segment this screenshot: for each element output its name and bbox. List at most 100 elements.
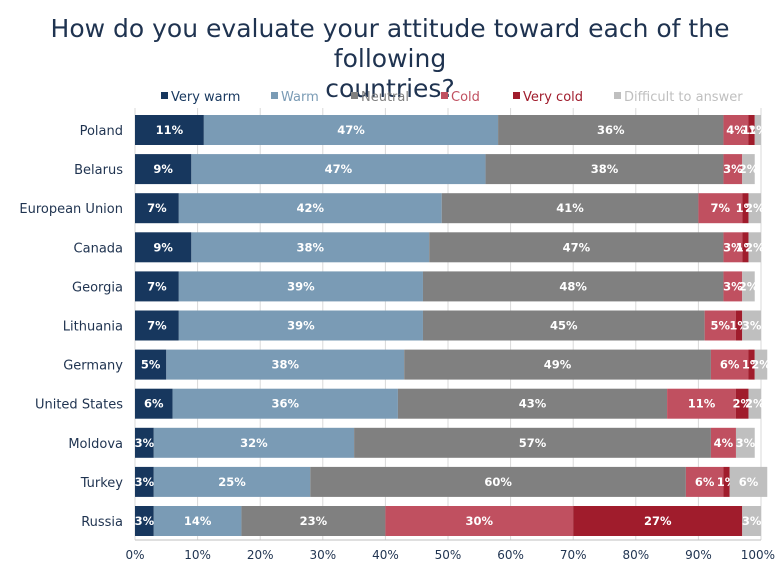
bar-segment [498,115,724,145]
category-label: Belarus [74,163,123,178]
x-tick-label: 100% [741,548,775,562]
x-tick-label: 90% [685,548,712,562]
data-label: 60% [484,475,512,489]
bar-segment [135,115,204,145]
data-label: 3% [135,514,155,528]
bar-segment [742,310,761,341]
data-label: 3% [742,319,762,333]
bar-segment [723,154,743,185]
data-label: 9% [153,162,173,176]
bar-segment [135,388,173,419]
legend-label: Very cold [523,90,583,105]
legend-swatch [161,92,168,99]
bar-segment [748,349,755,380]
bar-segment [135,193,179,224]
bar-segment [429,232,724,263]
data-label: 23% [300,514,328,528]
x-tick-label: 50% [435,548,462,562]
bar-segment [723,115,749,145]
bar-segment [404,349,711,380]
bar-segment [385,506,574,536]
bar-segment [742,154,755,185]
bar-segment [735,388,749,419]
bar-segment [310,466,686,497]
category-label: Moldova [68,437,123,452]
data-label: 30% [466,514,494,528]
chart-title-line-1: How do you evaluate your attitude toward… [50,14,730,73]
data-label: 47% [563,240,591,254]
bar-segment [748,193,761,224]
bar-segment [748,388,761,419]
data-label: 38% [271,358,299,372]
category-label: United States [35,398,123,413]
bar-segment [729,466,768,497]
category-label: Georgia [72,280,123,295]
bar-segment [135,466,154,497]
data-label: 7% [147,319,167,333]
data-label: 38% [591,162,619,176]
bar-segment [742,232,749,263]
x-tick-label: 80% [622,548,649,562]
bar-segment [135,232,192,263]
chart-title-line-2: countries? [325,74,455,103]
bar-segment [191,154,486,185]
data-label: 36% [271,397,299,411]
data-label: 27% [644,514,672,528]
category-label: Lithuania [63,320,123,335]
x-tick-label: 60% [497,548,524,562]
data-label: 4% [726,123,746,137]
x-tick-label: 10% [184,548,211,562]
bar-segment [178,310,423,341]
x-tick-label: 70% [560,548,587,562]
bar-segment [166,349,405,380]
data-label: 3% [135,475,155,489]
legend-label: Very warm [171,90,240,105]
category-label: Poland [80,124,123,139]
chart-title: How do you evaluate your attitude toward… [0,14,780,104]
bar-segment [685,466,724,497]
data-label: 6% [144,397,164,411]
bar-segment [710,427,736,458]
bar-segment [135,271,179,302]
bar-segment [485,154,724,185]
data-label: 2% [732,397,752,411]
bar-segment [723,232,743,263]
data-label: 14% [184,514,212,528]
bar-segment [698,193,743,224]
bar-segment [742,271,755,302]
data-label: 4% [714,436,734,450]
bar-segment [422,310,705,341]
data-label: 41% [556,201,584,215]
data-label: 1% [748,123,768,137]
bar-segment [573,506,743,536]
data-label: 6% [720,358,740,372]
legend-swatch [271,92,278,99]
x-tick-label: 20% [247,548,274,562]
bar-segment [203,115,499,145]
data-label: 9% [153,240,173,254]
legend-swatch [351,92,358,99]
data-label: 2% [751,358,771,372]
bar-segment [135,310,179,341]
legend-label: Neutral [361,90,409,105]
category-label: Russia [81,515,123,530]
data-label: 45% [550,319,578,333]
bar-segment [135,427,154,458]
category-label: Germany [63,359,123,374]
data-label: 47% [337,123,365,137]
data-label: 5% [711,319,731,333]
legend-label: Cold [451,90,480,105]
bar-segment [723,271,743,302]
bar-segment [191,232,430,263]
data-label: 48% [559,279,587,293]
data-label: 38% [297,240,325,254]
category-label: European Union [19,202,123,217]
data-label: 5% [141,358,161,372]
legend-swatch [614,92,621,99]
bar-segment [422,271,724,302]
data-label: 39% [287,279,315,293]
bar-segment [354,427,711,458]
data-label: 3% [742,514,762,528]
data-label: 3% [135,436,155,450]
